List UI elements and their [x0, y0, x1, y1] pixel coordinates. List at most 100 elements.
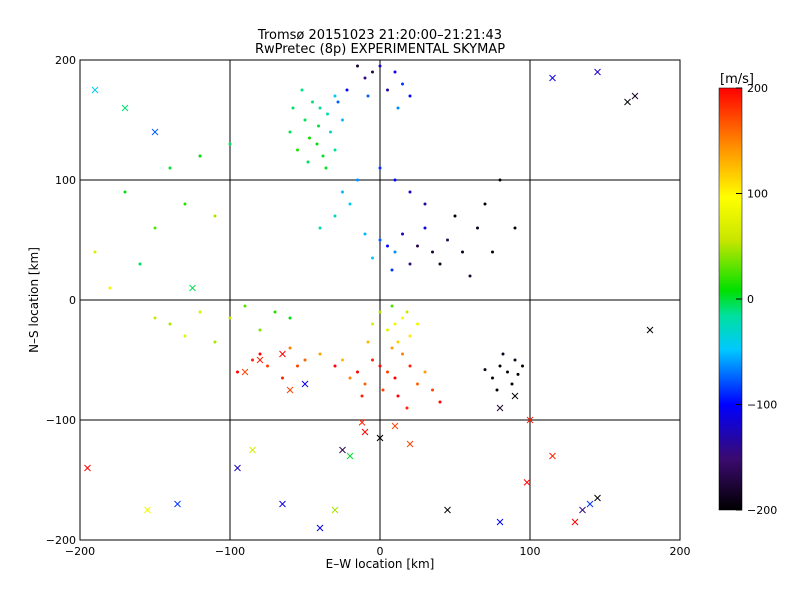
- data-point-dot: [198, 310, 202, 314]
- data-point-dot: [495, 388, 499, 392]
- data-point-x: [444, 506, 451, 514]
- data-point-dot: [333, 364, 337, 368]
- data-point-dot: [258, 352, 262, 356]
- colorbar-tick-label: 200: [747, 82, 768, 95]
- data-point-dot: [378, 310, 382, 314]
- colorbar-ticks: −200 −100 0 100 200: [736, 82, 777, 517]
- data-point-x: [316, 524, 324, 532]
- data-point-dot: [401, 232, 404, 236]
- data-point-dot: [228, 142, 232, 146]
- data-point-dot: [371, 70, 374, 74]
- data-point-x: [249, 446, 256, 454]
- data-point-dot: [123, 190, 127, 194]
- x-tick-label: 100: [520, 545, 541, 558]
- data-point-dot: [371, 322, 374, 326]
- data-point-dot: [408, 190, 412, 194]
- data-point-dot: [378, 364, 382, 368]
- data-point-dot: [341, 190, 344, 194]
- colorbar-tick-label: 100: [747, 188, 768, 201]
- data-point-x: [376, 434, 384, 442]
- x-axis-label: E–W location [km]: [326, 557, 435, 571]
- data-point-dot: [393, 70, 397, 74]
- data-point-dot: [336, 100, 340, 104]
- data-point-dot: [363, 232, 367, 236]
- data-point-dot: [318, 352, 322, 356]
- chart-subtitle: RwPretec (8p) EXPERIMENTAL SKYMAP: [255, 42, 505, 57]
- data-point-dot: [341, 118, 344, 122]
- data-point-x: [523, 479, 531, 486]
- x-tick-label: −200: [65, 545, 95, 558]
- data-point-dot: [251, 358, 254, 362]
- data-point-dot: [228, 316, 232, 320]
- data-point-x: [84, 464, 91, 472]
- data-point-dot: [483, 202, 487, 206]
- data-point-x: [151, 128, 159, 136]
- data-point-x: [174, 500, 181, 508]
- data-point-dot: [390, 304, 394, 308]
- data-point-dot: [491, 250, 494, 254]
- data-point-dot: [273, 310, 277, 314]
- data-point-dot: [363, 382, 367, 386]
- data-point-dot: [303, 358, 307, 362]
- data-point-dot: [438, 262, 442, 266]
- data-point-dot: [258, 328, 262, 332]
- data-point-dot: [401, 82, 404, 86]
- data-point-x: [234, 464, 241, 472]
- data-point-dot: [438, 400, 442, 404]
- data-point-dot: [243, 304, 247, 308]
- data-point-dot: [431, 250, 434, 254]
- data-point-x: [594, 68, 601, 76]
- data-point-dot: [461, 250, 464, 254]
- data-point-dot: [329, 130, 332, 134]
- data-point-dot: [341, 358, 344, 362]
- data-point-dot: [288, 346, 292, 350]
- data-point-x: [631, 92, 639, 100]
- data-point-dot: [501, 352, 505, 356]
- data-point-dot: [408, 334, 412, 338]
- data-point-dot: [423, 226, 427, 230]
- data-point-x: [571, 518, 579, 526]
- data-point-x: [189, 284, 196, 292]
- data-point-dot: [390, 268, 394, 272]
- data-point-dot: [408, 94, 412, 98]
- data-point-x: [301, 380, 309, 388]
- data-point-dot: [396, 106, 400, 110]
- data-point-dot: [513, 358, 517, 362]
- data-point-x: [358, 419, 366, 426]
- data-point-dot: [371, 358, 374, 362]
- data-point-dot: [333, 148, 337, 152]
- data-point-x: [279, 350, 286, 358]
- data-point-dot: [405, 406, 409, 410]
- data-point-dot: [393, 250, 397, 254]
- data-point-dot: [491, 376, 494, 380]
- colorbar-tick-label: −200: [747, 504, 777, 517]
- y-axis: −200 −100 0 100 200: [46, 54, 86, 547]
- data-point-dot: [390, 346, 394, 350]
- data-point-dot: [183, 202, 187, 206]
- data-point-dot: [345, 88, 349, 92]
- data-point-dot: [506, 370, 509, 374]
- data-point-dot: [431, 388, 434, 392]
- data-point-dot: [281, 376, 284, 380]
- chart-title: Tromsø 20151023 21:20:00–21:21:43: [257, 28, 502, 43]
- data-point-dot: [138, 262, 142, 266]
- data-point-dot: [93, 250, 97, 254]
- y-tick-label: 0: [69, 294, 76, 307]
- data-point-dot: [416, 322, 419, 326]
- data-point-dot: [468, 274, 472, 278]
- data-point-dot: [356, 370, 359, 374]
- data-point-dot: [348, 376, 352, 380]
- data-point-dot: [306, 160, 310, 164]
- y-tick-label: −200: [46, 534, 76, 547]
- y-tick-label: 100: [55, 174, 76, 187]
- data-point-dot: [393, 178, 397, 182]
- data-point-dot: [378, 64, 382, 68]
- data-point-dot: [366, 94, 370, 98]
- data-point-x: [286, 386, 294, 394]
- data-point-dot: [378, 166, 382, 170]
- x-tick-label: 200: [670, 545, 691, 558]
- data-point-dot: [371, 256, 374, 260]
- data-point-x: [549, 74, 556, 82]
- data-point-dot: [326, 112, 329, 116]
- data-point-x: [346, 452, 354, 460]
